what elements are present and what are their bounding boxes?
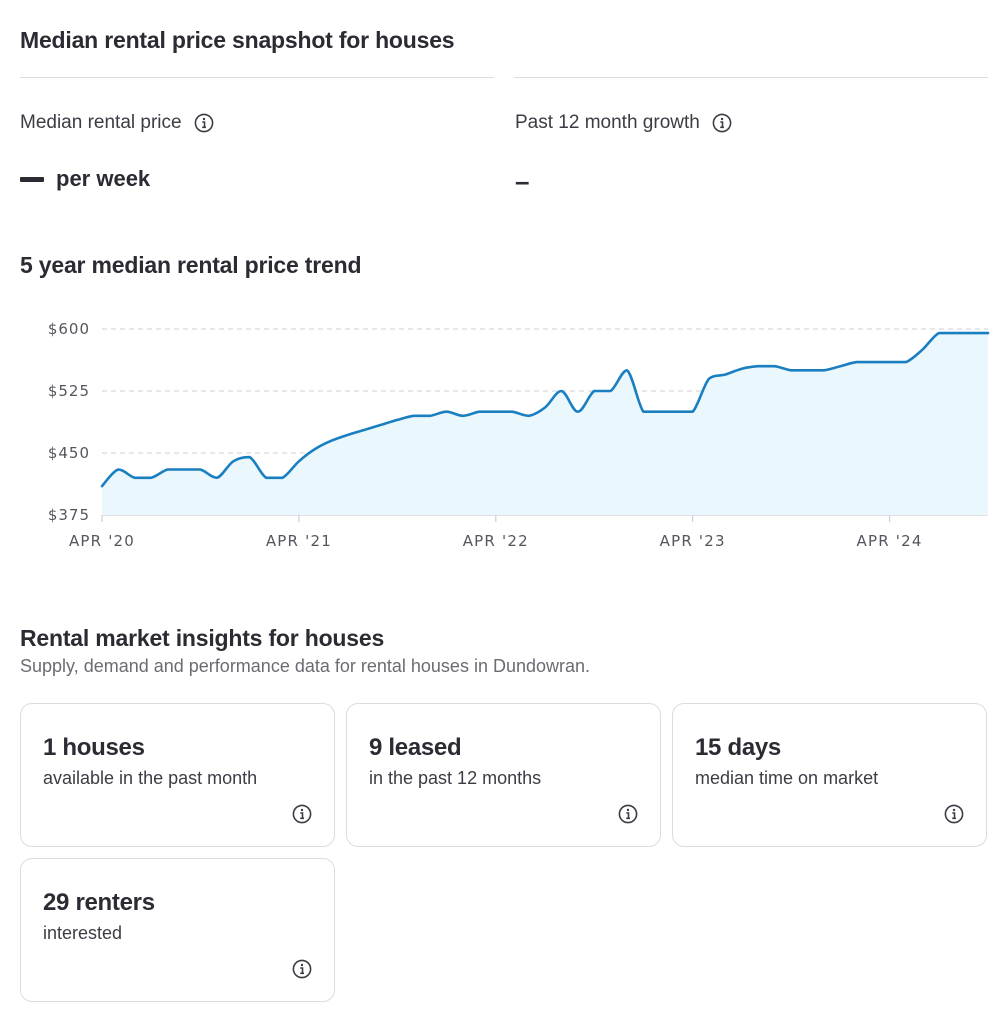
info-icon[interactable] <box>292 804 312 824</box>
divider-left <box>20 77 494 78</box>
y-tick-label: $375 <box>48 506 90 524</box>
trend-title: 5 year median rental price trend <box>20 252 362 278</box>
card-value: 29 renters <box>43 889 155 916</box>
info-icon[interactable] <box>292 959 312 979</box>
x-tick-label: APR '22 <box>463 532 529 550</box>
x-tick-label: APR '20 <box>69 532 135 550</box>
insight-card-leased: 9 leased in the past 12 months <box>346 703 661 847</box>
insights-subtitle: Supply, demand and performance data for … <box>20 656 591 676</box>
insight-card-days-on-market: 15 days median time on market <box>672 703 987 847</box>
price-unit: per week <box>56 166 151 191</box>
x-tick-label: APR '24 <box>857 532 923 550</box>
median-price-value: per week <box>20 166 150 192</box>
divider-right <box>514 77 988 78</box>
info-icon[interactable] <box>618 804 638 824</box>
median-price-label: Median rental price <box>20 112 214 134</box>
y-tick-label: $525 <box>48 382 90 400</box>
card-value: 1 houses <box>43 734 145 761</box>
price-series-line <box>100 331 990 488</box>
snapshot-title: Median rental price snapshot for houses <box>20 27 455 53</box>
card-description: in the past 12 months <box>369 768 542 788</box>
insights-title: Rental market insights for houses <box>20 625 385 651</box>
insight-card-renters: 29 renters interested <box>20 858 335 1002</box>
card-description: median time on market <box>695 768 879 788</box>
price-trend-chart: $600 $525 $450 $375 APR '20 APR '21 APR '22 APR… <box>48 320 990 550</box>
card-value: 9 leased <box>369 734 462 761</box>
growth-value: – <box>515 166 530 196</box>
info-icon[interactable] <box>194 113 214 133</box>
insight-card-available: 1 houses available in the past month <box>20 703 335 847</box>
info-icon[interactable] <box>944 804 964 824</box>
price-area-fill <box>102 333 988 515</box>
card-description: interested <box>43 923 123 943</box>
info-icon[interactable] <box>712 113 732 133</box>
x-tick-label: APR '23 <box>660 532 726 550</box>
x-tick-label: APR '21 <box>266 532 332 550</box>
growth-label-text: Past 12 month growth <box>515 112 700 133</box>
median-price-label-text: Median rental price <box>20 112 182 133</box>
y-tick-label: $450 <box>48 444 90 462</box>
no-value-dash <box>20 176 44 182</box>
y-tick-label: $600 <box>48 320 90 338</box>
growth-label: Past 12 month growth <box>515 112 732 134</box>
card-value: 15 days <box>695 734 781 761</box>
card-description: available in the past month <box>43 768 258 788</box>
